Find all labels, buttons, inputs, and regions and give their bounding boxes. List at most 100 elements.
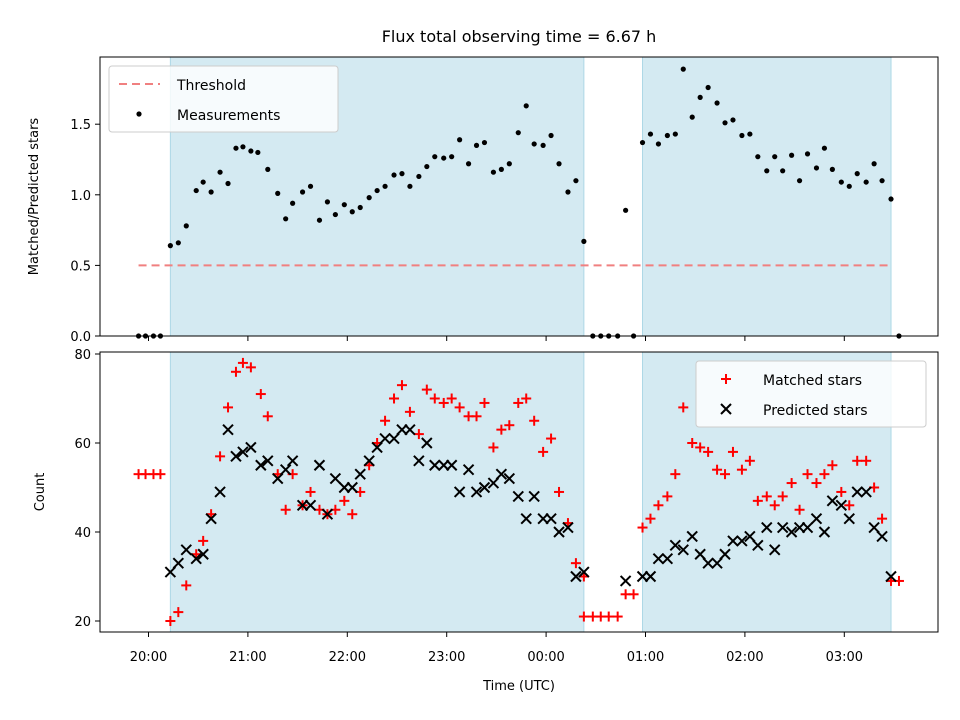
predicted-star-point	[478, 481, 491, 494]
top-legend: Threshold Measurements	[108, 65, 339, 133]
matched-star-point	[844, 500, 855, 511]
measurement-point	[730, 117, 736, 123]
measurement-point	[473, 142, 480, 148]
matched-star-point	[744, 455, 755, 466]
measurement-point	[846, 183, 852, 189]
predicted-star-point	[363, 455, 375, 467]
matched-star-point	[578, 611, 589, 622]
measurement-point	[233, 145, 239, 151]
predicted-star-point	[354, 468, 366, 480]
matched-star-point	[777, 491, 788, 502]
measurement-point	[540, 142, 546, 148]
predicted-star-point	[313, 459, 326, 471]
predicted-star-point	[429, 459, 441, 471]
matched-star-point	[628, 589, 639, 600]
matched-star-point	[262, 411, 273, 422]
matched-star-point	[404, 406, 415, 417]
measurement-point	[647, 131, 654, 137]
matched-star-point	[836, 486, 847, 497]
predicted-star-point	[761, 521, 773, 534]
matched-star-point	[237, 357, 248, 368]
matched-star-point	[695, 442, 706, 453]
predicted-star-point	[769, 544, 781, 556]
measurement-point	[705, 84, 711, 91]
matched-star-point	[852, 455, 863, 466]
measurement-point	[299, 189, 306, 195]
predicted-star-point	[719, 548, 731, 560]
predicted-star-point	[503, 472, 516, 485]
measurement-point	[217, 169, 223, 175]
predicted-star-point	[164, 566, 177, 578]
matched-star-point	[653, 500, 664, 511]
bottom-y-tick-label: 40	[74, 526, 91, 541]
bottom-legend-box	[695, 360, 927, 428]
predicted-star-point	[776, 521, 789, 534]
matched-star-point	[339, 495, 350, 506]
predicted-star-point	[694, 548, 706, 560]
matched-star-point	[712, 464, 723, 475]
x-tick-label: 01:00	[627, 650, 664, 665]
top-panel: 0.0 0.5 1.0 1.5 Matched/Predicted stars Thr…	[27, 56, 939, 345]
matched-star-point	[471, 411, 482, 422]
measurement-point	[498, 166, 504, 172]
measurement-point	[722, 120, 728, 126]
measurement-point	[481, 139, 488, 146]
matched-star-point	[811, 478, 822, 489]
predicted-star-point	[262, 455, 274, 467]
predicted-star-point	[578, 566, 590, 578]
matched-star-point	[612, 611, 623, 622]
predicted-star-point	[413, 455, 425, 467]
matched-star-point	[255, 389, 266, 400]
measurement-point	[829, 166, 835, 172]
measurement-point	[283, 216, 289, 222]
measurement-point	[424, 163, 430, 170]
bottom-y-tick-label: 60	[74, 437, 91, 452]
matched-star-point	[662, 491, 673, 502]
predicted-star-point	[470, 486, 483, 498]
measurement-point	[689, 114, 695, 120]
measurement-point	[879, 178, 885, 184]
measurement-point	[307, 183, 314, 189]
predicted-star-point	[421, 437, 433, 449]
measurement-point	[240, 144, 246, 150]
bottom-axes-frame	[99, 351, 939, 633]
matched-star-point	[703, 446, 714, 457]
x-tick-label: 00:00	[527, 650, 564, 665]
predicted-star-point	[686, 530, 698, 543]
matched-star-point	[794, 504, 805, 515]
matched-star-point	[678, 402, 689, 413]
matched-star-point	[687, 438, 698, 448]
x-tick-label: 02:00	[726, 650, 763, 665]
measurement-point	[183, 223, 189, 229]
measurement-point	[639, 139, 646, 146]
measurement-point	[255, 149, 261, 156]
predicted-star-point	[652, 552, 665, 565]
predicted-star-point	[785, 526, 798, 538]
predicted-star-point	[304, 499, 317, 512]
measurement-point	[341, 202, 347, 208]
top-y-ticks: 0.0 0.5 1.0 1.5	[70, 118, 100, 345]
measurement-point	[441, 155, 447, 161]
measurement-point	[565, 189, 571, 195]
measurement-point	[225, 180, 231, 187]
predicted-star-point	[885, 570, 897, 583]
measurement-point	[248, 148, 254, 154]
measurement-point	[871, 161, 877, 167]
predicted-star-point	[321, 508, 334, 520]
predicted-star-point	[876, 530, 888, 543]
predicted-star-point	[868, 521, 880, 534]
measurement-point	[324, 199, 331, 205]
matched-star-point	[570, 558, 581, 569]
matched-star-point	[215, 451, 226, 462]
matched-star-point	[769, 500, 780, 511]
matched-star-point	[761, 491, 772, 502]
matched-star-point	[429, 393, 440, 404]
predicted-star-point	[180, 544, 192, 556]
measurement-point	[374, 187, 380, 194]
matched-star-point	[413, 429, 424, 440]
matched-star-point	[380, 415, 391, 426]
matched-star-point	[479, 397, 490, 408]
predicted-star-point	[272, 472, 284, 485]
matched-star-point	[529, 415, 540, 426]
